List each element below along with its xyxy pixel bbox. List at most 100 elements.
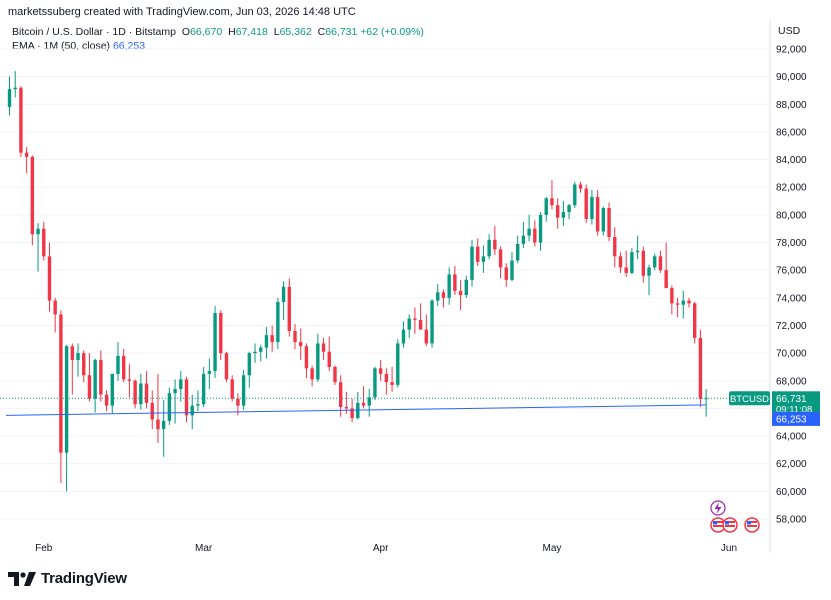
- candle: [453, 266, 457, 296]
- candle: [356, 391, 360, 420]
- price-tick-label: 74,000: [776, 293, 807, 304]
- candle: [116, 342, 120, 381]
- price-tick-label: 58,000: [776, 515, 807, 526]
- candle-body: [64, 346, 69, 453]
- candle: [316, 333, 320, 383]
- candle-body: [179, 379, 183, 390]
- candle: [447, 267, 451, 305]
- candle: [276, 297, 280, 349]
- price-tick-label: 84,000: [776, 155, 807, 166]
- candle: [253, 343, 257, 363]
- candle: [24, 147, 29, 174]
- currency-label[interactable]: USD: [778, 25, 801, 37]
- candle: [110, 373, 114, 414]
- symbol-title[interactable]: Bitcoin / U.S. Dollar · 1D · Bitstamp: [12, 26, 176, 38]
- price-tick-label: 92,000: [776, 45, 807, 56]
- candle-body: [675, 303, 680, 305]
- candle-body: [161, 420, 166, 430]
- time-tick-label: Feb: [35, 543, 53, 554]
- candle-body: [82, 353, 86, 376]
- candle-body: [664, 270, 668, 289]
- candle: [664, 242, 668, 289]
- candle: [527, 214, 531, 242]
- candle: [133, 379, 137, 409]
- candle-body: [624, 267, 628, 273]
- price-axis[interactable]: 92,000 90,000 88,000 86,000 84,000 82,000 80,0…: [776, 45, 807, 526]
- time-tick-label: Apr: [373, 543, 389, 554]
- candle-body: [207, 371, 212, 374]
- candle: [338, 375, 343, 417]
- candle-body: [378, 368, 383, 374]
- candle-body: [384, 373, 389, 383]
- candle-body: [498, 249, 503, 268]
- candle-body: [201, 373, 206, 405]
- candle: [510, 252, 514, 282]
- candle: [150, 390, 154, 430]
- candle-body: [42, 228, 46, 257]
- candle: [59, 310, 63, 484]
- candle: [30, 155, 35, 246]
- price-tick-label: 80,000: [776, 210, 807, 221]
- candle-body: [53, 300, 57, 315]
- candle: [196, 390, 200, 412]
- candle: [167, 387, 172, 425]
- candle-body: [321, 343, 326, 352]
- candle-body: [573, 184, 577, 206]
- us-flag-event-icon[interactable]: [710, 517, 726, 533]
- candle: [441, 289, 446, 308]
- candle-body: [350, 408, 354, 419]
- candle-body: [704, 398, 708, 400]
- candle-body: [487, 239, 491, 257]
- candle-body: [127, 379, 132, 381]
- close-label: C: [317, 26, 326, 38]
- time-axis[interactable]: Feb Mar Apr May Jun: [35, 543, 737, 554]
- candle-body: [476, 246, 480, 262]
- candle-body: [607, 207, 611, 237]
- chart-attribution: marketssuberg created with TradingView.c…: [8, 6, 356, 18]
- candle-body: [681, 300, 685, 305]
- candle-body: [527, 228, 531, 236]
- candle-body: [653, 256, 657, 268]
- candle: [64, 344, 69, 492]
- price-tick-label: 60,000: [776, 487, 807, 498]
- candle-body: [224, 353, 229, 380]
- candle: [464, 275, 468, 298]
- candle-body: [533, 228, 537, 243]
- candle-body: [613, 237, 617, 257]
- economic-events[interactable]: [710, 500, 760, 533]
- us-flag-event-icon[interactable]: [722, 517, 738, 533]
- open-label: O: [181, 26, 191, 38]
- tradingview-logo[interactable]: TradingView: [8, 570, 127, 587]
- candle: [436, 284, 440, 307]
- candle: [219, 310, 223, 361]
- candle-body: [259, 347, 263, 352]
- candle-body: [436, 292, 440, 301]
- candle-body: [658, 256, 663, 271]
- candle: [207, 358, 212, 390]
- candle: [515, 235, 520, 264]
- candle: [641, 246, 646, 283]
- price-tick-label: 76,000: [776, 266, 807, 277]
- price-tick-label: 88,000: [776, 100, 807, 111]
- candle-body: [13, 87, 17, 90]
- candle: [139, 373, 143, 410]
- candle: [70, 343, 75, 395]
- candle-body: [413, 318, 417, 320]
- candle-body: [561, 212, 566, 218]
- candle: [213, 306, 217, 378]
- candle-body: [418, 319, 423, 330]
- candle-body: [447, 274, 451, 298]
- lightning-event-icon[interactable]: [710, 500, 726, 516]
- candle: [76, 343, 80, 377]
- us-flag-event-icon[interactable]: [744, 517, 760, 533]
- candle: [681, 290, 685, 319]
- candle-body: [698, 337, 703, 399]
- candle-body: [510, 260, 514, 280]
- candle-body: [361, 402, 366, 406]
- price-tick-label: 62,000: [776, 459, 807, 470]
- candle-body: [253, 351, 257, 354]
- candle-body: [367, 397, 371, 406]
